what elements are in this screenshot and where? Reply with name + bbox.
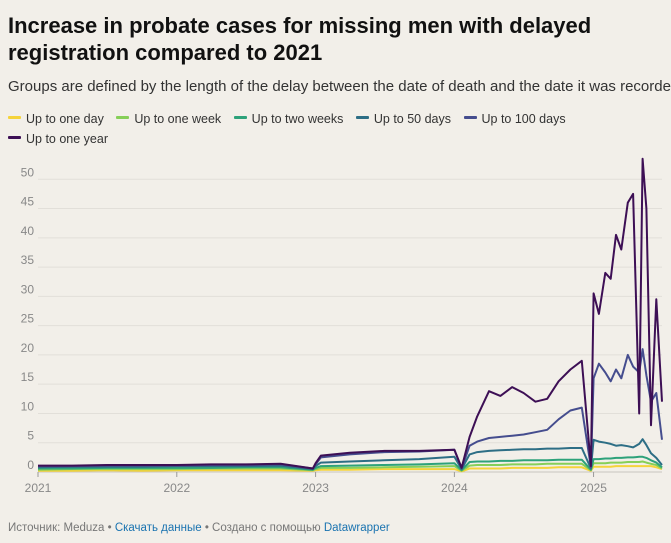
download-data-link[interactable]: Скачать данные bbox=[114, 522, 202, 534]
legend-item-100-days: Up to 100 days bbox=[463, 109, 566, 129]
legend-item-one-day: Up to one day bbox=[8, 109, 104, 129]
legend-item-50-days: Up to 50 days bbox=[355, 109, 452, 129]
legend-swatch bbox=[116, 116, 130, 120]
x-tick-label: 2021 bbox=[25, 481, 52, 495]
y-tick-label: 0 bbox=[27, 458, 34, 472]
y-tick-label: 20 bbox=[21, 341, 35, 355]
legend-swatch bbox=[355, 116, 369, 120]
legend-label: Up to one week bbox=[134, 112, 222, 126]
series-line-3 bbox=[38, 455, 663, 472]
x-tick-label: 2023 bbox=[302, 481, 329, 495]
y-tick-label: 5 bbox=[27, 429, 34, 443]
footer: Источник: Meduza • Скачать данные • Созд… bbox=[8, 522, 390, 534]
series-line-6 bbox=[38, 157, 663, 470]
legend-label: Up to 50 days bbox=[373, 112, 452, 126]
series-line-4 bbox=[37, 438, 663, 471]
series-line-2 bbox=[37, 460, 663, 472]
x-axis: 2021 2022 2023 2024 2025 bbox=[25, 472, 607, 495]
legend-label: Up to one day bbox=[26, 112, 104, 126]
legend-item-one-week: Up to one week bbox=[116, 109, 221, 129]
legend-swatch bbox=[463, 116, 477, 120]
x-tick-label: 2024 bbox=[441, 481, 468, 495]
legend-label: Up to two weeks bbox=[251, 112, 344, 126]
datawrapper-link[interactable]: Datawrapper bbox=[323, 522, 390, 534]
y-tick-label: 30 bbox=[21, 282, 35, 296]
gridlines: 0 5 10 15 20 25 30 35 40 45 50 bbox=[21, 165, 662, 473]
y-tick-label: 45 bbox=[21, 195, 35, 209]
y-tick-label: 40 bbox=[21, 224, 35, 238]
x-tick-label: 2022 bbox=[163, 481, 190, 495]
y-tick-label: 15 bbox=[21, 370, 35, 384]
legend-item-two-weeks: Up to two weeks bbox=[233, 109, 344, 129]
legend-label: Up to 100 days bbox=[481, 112, 566, 126]
y-tick-label: 35 bbox=[21, 253, 35, 267]
y-tick-label: 50 bbox=[21, 165, 35, 179]
legend-swatch bbox=[8, 136, 21, 140]
legend-item-one-year: Up to one year bbox=[8, 129, 108, 149]
x-tick-label: 2025 bbox=[580, 481, 607, 495]
legend-swatch bbox=[8, 116, 21, 120]
chart-subtitle: Groups are defined by the length of the … bbox=[8, 78, 671, 95]
footer-separator: • bbox=[104, 522, 115, 534]
source-note: Источник: Meduza bbox=[8, 522, 105, 534]
chart-legend: Up to one day Up to one week Up to two w… bbox=[8, 109, 668, 149]
legend-label: Up to one year bbox=[26, 132, 108, 146]
series-lines bbox=[37, 157, 663, 473]
chart-title: Increase in probate cases for missing me… bbox=[8, 13, 592, 65]
footer-credit: • Создано с помощью bbox=[201, 522, 324, 534]
series-line-5 bbox=[38, 348, 663, 470]
series-line-1 bbox=[38, 465, 663, 473]
y-tick-label: 10 bbox=[21, 399, 35, 413]
legend-swatch bbox=[233, 116, 247, 120]
y-tick-label: 25 bbox=[21, 312, 35, 326]
